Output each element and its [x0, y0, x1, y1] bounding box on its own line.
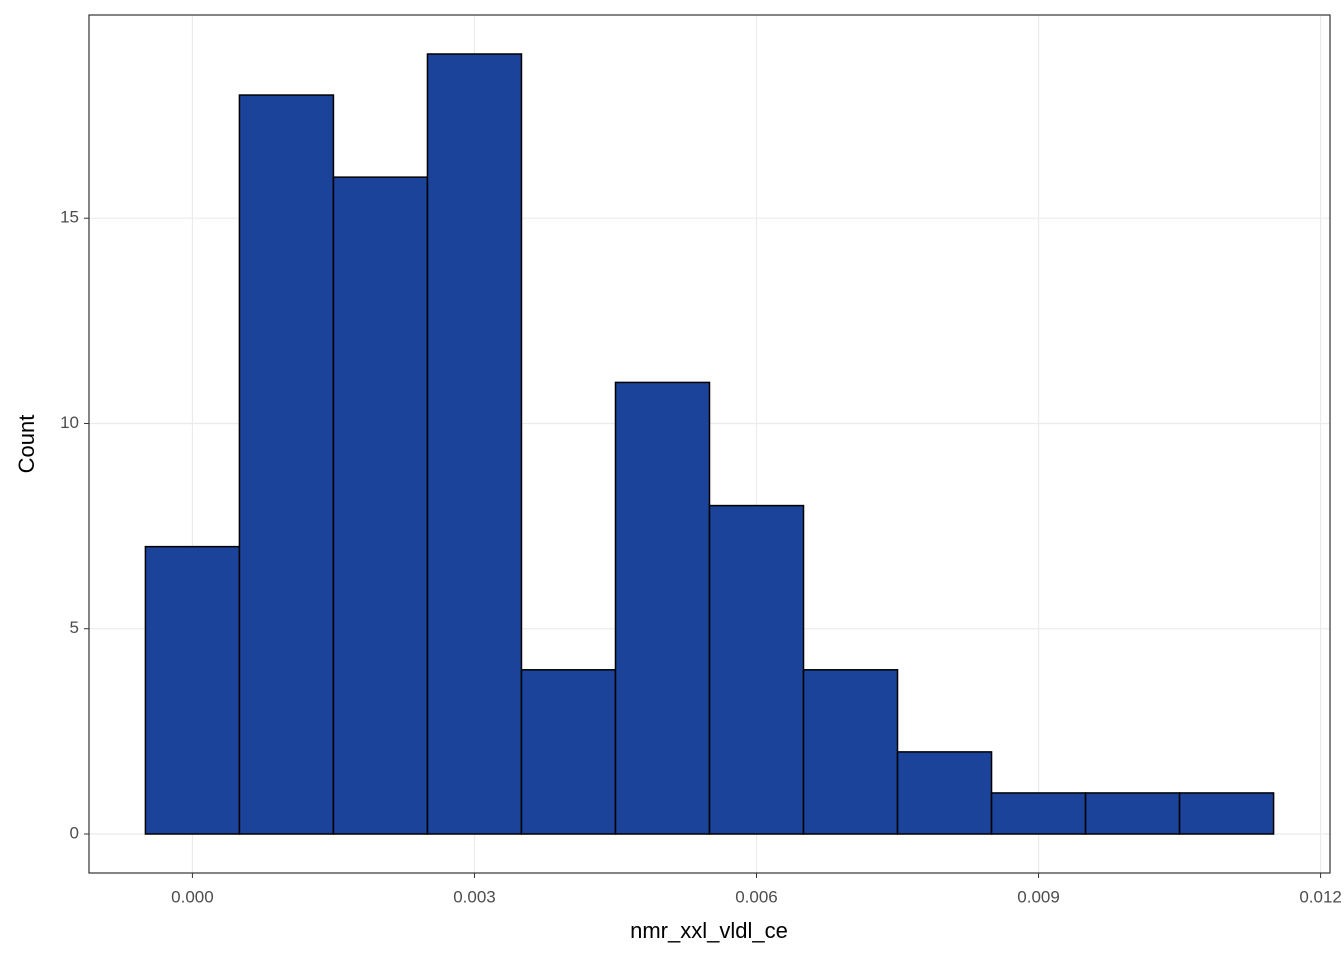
bar [990, 792, 1087, 835]
bar [332, 176, 429, 835]
bar [238, 94, 335, 835]
bar [802, 669, 899, 835]
bar [144, 545, 241, 835]
x-tick-label: 0.006 [735, 887, 778, 906]
y-tick-label: 0 [70, 823, 79, 842]
y-axis-title: Count [14, 415, 39, 474]
x-tick-label: 0.003 [453, 887, 496, 906]
bar [614, 381, 711, 835]
y-tick-label: 10 [60, 413, 79, 432]
x-tick-label: 0.009 [1017, 887, 1060, 906]
bar [708, 504, 805, 835]
panel-border [88, 14, 1331, 874]
bar [426, 53, 523, 835]
x-axis-title: nmr_xxl_vldl_ce [630, 918, 788, 943]
y-tick-label: 15 [60, 208, 79, 227]
bar [896, 751, 993, 835]
y-tick-label: 5 [70, 618, 79, 637]
bar [1178, 792, 1275, 835]
bar [1084, 792, 1181, 835]
x-tick-label: 0.012 [1299, 887, 1342, 906]
bar [520, 669, 617, 835]
x-tick-label: 0.000 [171, 887, 214, 906]
